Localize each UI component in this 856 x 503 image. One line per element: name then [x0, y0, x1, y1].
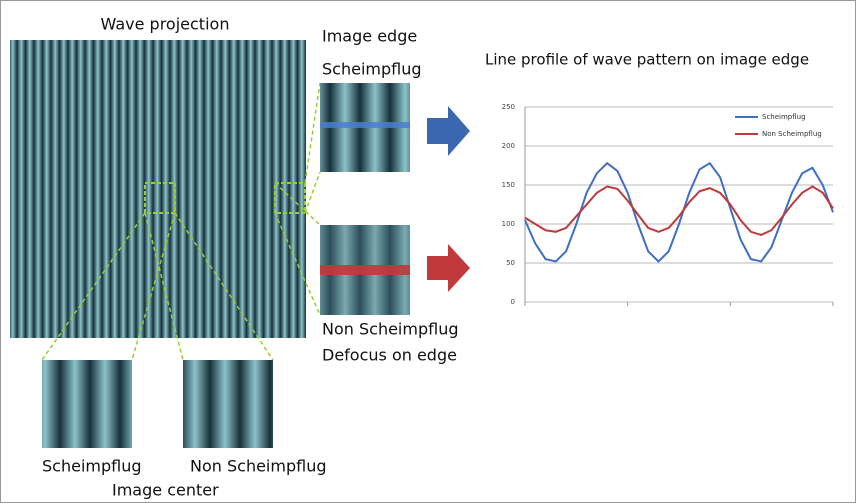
figure: Wave projection Image edge Scheimpflug N…: [0, 0, 856, 503]
label: Non Scheimpflug: [190, 457, 326, 476]
label: Scheimpflug: [322, 60, 422, 79]
chart-title: Line profile of wave pattern on image ed…: [485, 51, 809, 69]
legend-label: Scheimpflug: [762, 113, 806, 121]
profile-line: [320, 265, 410, 275]
y-tick-label: 250: [502, 103, 515, 111]
label: Wave projection: [101, 15, 230, 34]
label: Image center: [112, 481, 219, 500]
y-tick-label: 0: [511, 298, 515, 306]
zoom-image: [183, 360, 273, 448]
label: Scheimpflug: [42, 457, 142, 476]
wave-image: [10, 40, 306, 338]
legend-label: Non Scheimpflug: [762, 130, 822, 138]
zoom-image: [42, 360, 132, 448]
y-tick-label: 200: [502, 142, 515, 150]
y-tick-label: 150: [502, 181, 515, 189]
label: Defocus on edge: [322, 346, 457, 365]
label: Non Scheimpflug: [322, 320, 458, 339]
y-tick-label: 50: [506, 259, 515, 267]
profile-line: [320, 122, 410, 128]
y-tick-label: 100: [502, 220, 515, 228]
label: Image edge: [322, 27, 417, 46]
